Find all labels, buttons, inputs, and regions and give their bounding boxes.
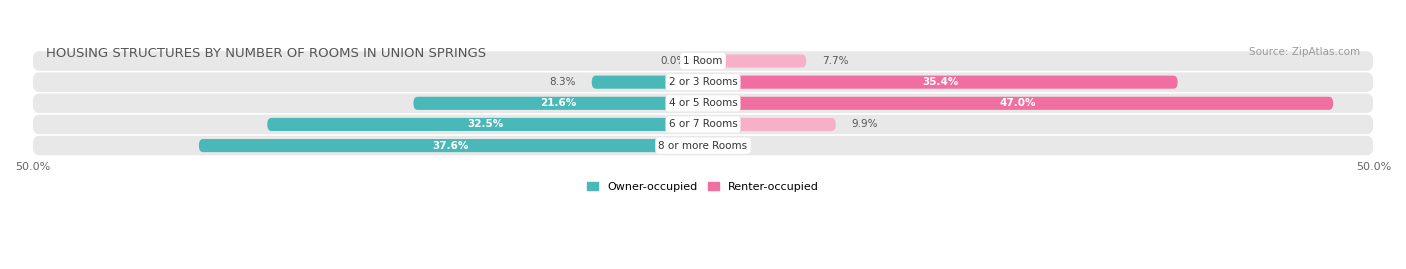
Text: 7.7%: 7.7%: [823, 56, 849, 66]
FancyBboxPatch shape: [592, 76, 703, 89]
FancyBboxPatch shape: [267, 118, 703, 131]
FancyBboxPatch shape: [703, 76, 1178, 89]
FancyBboxPatch shape: [32, 51, 1374, 71]
FancyBboxPatch shape: [32, 136, 1374, 155]
FancyBboxPatch shape: [703, 118, 835, 131]
Text: 2 or 3 Rooms: 2 or 3 Rooms: [669, 77, 737, 87]
Text: HOUSING STRUCTURES BY NUMBER OF ROOMS IN UNION SPRINGS: HOUSING STRUCTURES BY NUMBER OF ROOMS IN…: [46, 47, 486, 60]
FancyBboxPatch shape: [32, 115, 1374, 134]
Text: 21.6%: 21.6%: [540, 98, 576, 108]
FancyBboxPatch shape: [32, 72, 1374, 92]
Legend: Owner-occupied, Renter-occupied: Owner-occupied, Renter-occupied: [582, 177, 824, 196]
FancyBboxPatch shape: [703, 54, 806, 68]
Text: 9.9%: 9.9%: [852, 119, 879, 129]
Text: 32.5%: 32.5%: [467, 119, 503, 129]
FancyBboxPatch shape: [32, 94, 1374, 113]
Text: 1 Room: 1 Room: [683, 56, 723, 66]
Text: 6 or 7 Rooms: 6 or 7 Rooms: [669, 119, 737, 129]
Text: 35.4%: 35.4%: [922, 77, 959, 87]
Text: 0.0%: 0.0%: [718, 141, 745, 151]
Text: 4 or 5 Rooms: 4 or 5 Rooms: [669, 98, 737, 108]
FancyBboxPatch shape: [413, 97, 703, 110]
Text: 37.6%: 37.6%: [433, 141, 470, 151]
Text: Source: ZipAtlas.com: Source: ZipAtlas.com: [1249, 47, 1360, 57]
FancyBboxPatch shape: [703, 97, 1333, 110]
Text: 8.3%: 8.3%: [550, 77, 575, 87]
FancyBboxPatch shape: [198, 139, 703, 152]
Text: 0.0%: 0.0%: [661, 56, 688, 66]
Text: 47.0%: 47.0%: [1000, 98, 1036, 108]
Text: 8 or more Rooms: 8 or more Rooms: [658, 141, 748, 151]
